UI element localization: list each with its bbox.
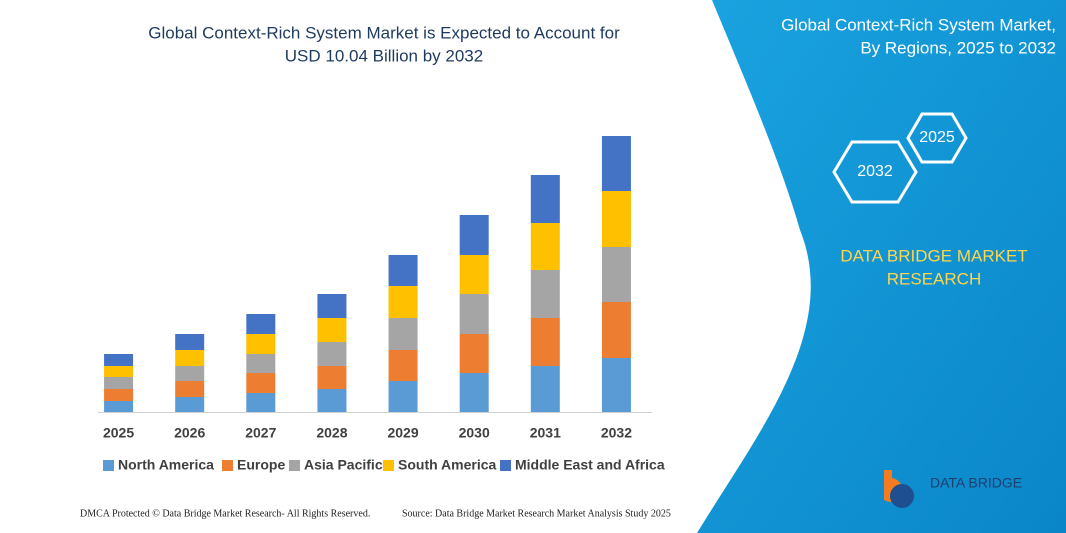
bar-segment: [388, 286, 418, 318]
panel-title: By Regions, 2025 to 2032: [860, 38, 1056, 57]
legend-swatch: [289, 460, 300, 471]
legend-swatch: [500, 460, 511, 471]
x-tick-label: 2030: [459, 425, 490, 441]
brand-text: RESEARCH: [887, 269, 981, 288]
bar-segment: [175, 334, 205, 350]
side-panel: [697, 0, 1066, 533]
bar-segment: [530, 175, 560, 223]
bar-segment: [246, 314, 276, 334]
bar-segment: [388, 255, 418, 286]
bar-segment: [388, 318, 418, 350]
bar-segment: [459, 255, 489, 294]
legend-swatch: [103, 460, 114, 471]
x-tick-label: 2032: [601, 425, 632, 441]
bar-segment: [530, 270, 560, 318]
legend-label: Middle East and Africa: [515, 457, 665, 473]
bar-segment: [388, 350, 418, 381]
bar-segment: [246, 393, 276, 412]
bar-segment: [246, 354, 276, 373]
bar-segment: [459, 294, 489, 334]
x-tick-label: 2031: [530, 425, 561, 441]
bar-segment: [104, 389, 134, 401]
legend-label: Asia Pacific: [304, 457, 383, 473]
bar-segment: [317, 366, 347, 389]
bar-segment: [459, 215, 489, 255]
bar-segment: [104, 377, 134, 389]
logo: DATA BRIDGE: [884, 470, 1022, 508]
x-tick-label: 2029: [387, 425, 418, 441]
hexagon: [906, 112, 968, 164]
bar-segment: [317, 318, 347, 342]
bar-segment: [246, 373, 276, 393]
legend-swatch: [383, 460, 394, 471]
bar-segment: [317, 342, 347, 366]
bar-segment: [246, 334, 276, 354]
bar-segment: [601, 136, 631, 191]
chart-title: Global Context-Rich System Market is Exp…: [148, 23, 620, 42]
bar-segment: [104, 401, 134, 412]
bar-segment: [317, 294, 347, 318]
hex-label: 2032: [857, 163, 893, 180]
bar-segment: [388, 381, 418, 412]
x-tick-label: 2026: [174, 425, 205, 441]
bar-segment: [601, 191, 631, 247]
bar-segment: [601, 358, 631, 412]
bar-segment: [530, 366, 560, 412]
brand-text: DATA BRIDGE MARKET: [840, 246, 1027, 265]
x-tick-label: 2027: [245, 425, 276, 441]
bar-segment: [459, 373, 489, 412]
bar-segment: [530, 318, 560, 366]
footer-left: DMCA Protected © Data Bridge Market Rese…: [80, 508, 370, 519]
bar-segment: [104, 354, 134, 366]
legend-label: North America: [118, 457, 214, 473]
footer-right: Source: Data Bridge Market Research Mark…: [402, 508, 671, 519]
logo-text: DATA BRIDGE: [930, 475, 1022, 491]
bar-segment: [459, 334, 489, 373]
bar-segment: [530, 223, 560, 270]
bar-segment: [601, 302, 631, 358]
hexagon: [832, 140, 918, 204]
hex-label: 2025: [919, 129, 955, 146]
legend-label: South America: [398, 457, 496, 473]
panel-title: Global Context-Rich System Market,: [781, 15, 1056, 34]
chart-title: USD 10.04 Billion by 2032: [285, 46, 483, 65]
bar-segment: [175, 350, 205, 366]
bar-segment: [175, 381, 205, 397]
bar-segment: [104, 366, 134, 377]
bar-segment: [175, 397, 205, 412]
legend-swatch: [222, 460, 233, 471]
bar-segment: [601, 247, 631, 302]
bar-segment: [175, 366, 205, 381]
bar-segment: [317, 389, 347, 412]
x-tick-label: 2025: [103, 425, 134, 441]
x-tick-label: 2028: [316, 425, 347, 441]
legend-label: Europe: [237, 457, 285, 473]
